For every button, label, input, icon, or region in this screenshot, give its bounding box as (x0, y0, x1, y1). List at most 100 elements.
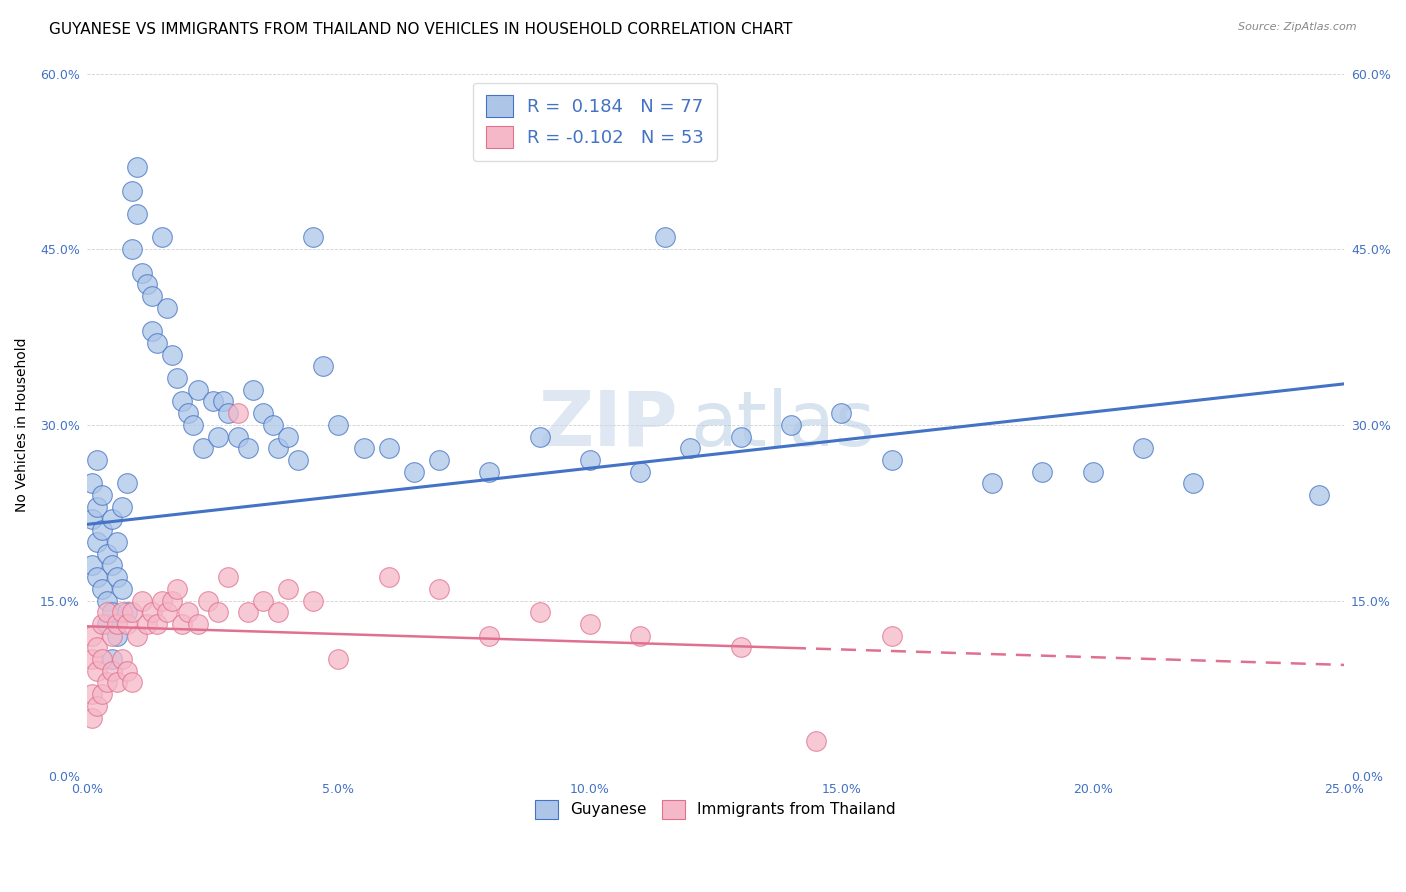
Point (127, 629, 149, 643)
Point (478, 465, 501, 479)
Point (91, 616, 114, 631)
Point (96, 593, 118, 607)
Point (172, 394, 194, 409)
Point (236, 442, 259, 456)
Point (730, 429, 752, 443)
Point (804, 734, 827, 748)
Point (150, 230, 173, 244)
Point (579, 616, 602, 631)
Point (146, 335, 169, 350)
Point (105, 629, 128, 643)
Point (146, 616, 169, 631)
Legend: Guyanese, Immigrants from Thailand: Guyanese, Immigrants from Thailand (529, 794, 903, 825)
Point (101, 652, 124, 666)
Point (156, 605, 179, 619)
Point (96, 675, 118, 690)
Point (101, 664, 124, 678)
Point (197, 593, 219, 607)
Point (131, 266, 153, 280)
Point (105, 535, 128, 549)
Point (427, 453, 450, 467)
Point (80, 687, 103, 701)
Point (191, 442, 214, 456)
Point (111, 652, 134, 666)
Point (262, 417, 284, 432)
Point (242, 383, 264, 397)
Point (136, 277, 159, 292)
Point (101, 558, 124, 573)
Point (91, 523, 114, 537)
Point (730, 640, 752, 655)
Point (141, 324, 163, 338)
Point (226, 429, 249, 443)
Point (880, 453, 903, 467)
Point (136, 616, 159, 631)
Point (162, 348, 184, 362)
Point (111, 582, 134, 596)
Point (127, 207, 149, 221)
Point (86, 664, 108, 678)
Point (1308, 488, 1330, 502)
Point (236, 605, 259, 619)
Point (252, 406, 274, 420)
Point (830, 406, 852, 420)
Point (101, 629, 124, 643)
Point (529, 605, 551, 619)
Point (96, 616, 118, 631)
Point (277, 582, 299, 596)
Point (80, 652, 103, 666)
Point (101, 511, 124, 525)
Point (96, 547, 118, 561)
Point (302, 593, 325, 607)
Point (111, 500, 134, 514)
Point (302, 230, 325, 244)
Point (529, 429, 551, 443)
Point (176, 406, 198, 420)
Point (328, 652, 350, 666)
Point (101, 605, 124, 619)
Point (187, 383, 209, 397)
Point (211, 394, 233, 409)
Point (86, 535, 108, 549)
Point (377, 442, 399, 456)
Text: ZIP: ZIP (538, 388, 678, 462)
Point (86, 500, 108, 514)
Point (86, 570, 108, 584)
Point (1182, 476, 1205, 491)
Point (628, 465, 651, 479)
Point (80, 511, 103, 525)
Point (187, 616, 209, 631)
Point (377, 570, 399, 584)
Point (181, 417, 204, 432)
Point (111, 605, 134, 619)
Point (579, 453, 602, 467)
Point (166, 582, 188, 596)
Point (96, 605, 118, 619)
Point (91, 582, 114, 596)
Point (115, 605, 138, 619)
Point (115, 476, 138, 491)
Point (131, 593, 153, 607)
Point (141, 605, 163, 619)
Point (80, 476, 103, 491)
Point (115, 616, 138, 631)
Point (121, 605, 143, 619)
Point (981, 476, 1004, 491)
Point (80, 711, 103, 725)
Point (1031, 465, 1053, 479)
Point (1081, 465, 1104, 479)
Text: GUYANESE VS IMMIGRANTS FROM THAILAND NO VEHICLES IN HOUSEHOLD CORRELATION CHART: GUYANESE VS IMMIGRANTS FROM THAILAND NO … (49, 22, 793, 37)
Point (127, 160, 149, 174)
Point (207, 605, 229, 619)
Point (121, 675, 143, 690)
Point (207, 429, 229, 443)
Point (86, 640, 108, 655)
Point (105, 570, 128, 584)
Point (226, 406, 249, 420)
Point (312, 359, 335, 374)
Point (328, 417, 350, 432)
Point (880, 629, 903, 643)
Point (201, 394, 224, 409)
Point (105, 616, 128, 631)
Point (115, 664, 138, 678)
